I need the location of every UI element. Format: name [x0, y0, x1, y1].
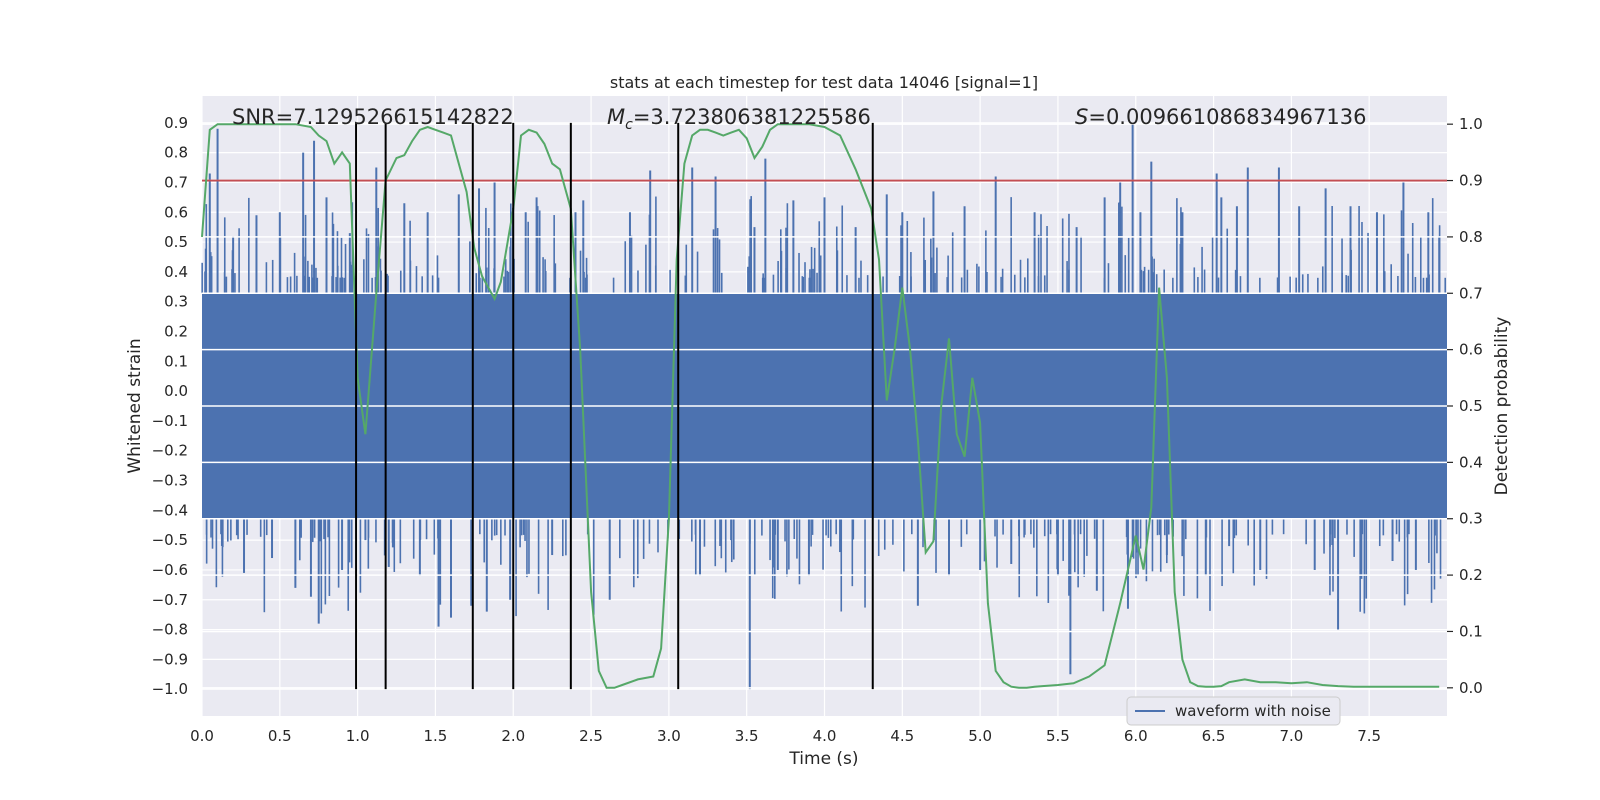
y-tick-label: 0.4: [164, 263, 188, 281]
x-axis-ticks: 0.0 0.5 1.0 1.5 2.0 2.5 3.0 3.5 4.0 4.5 5.0 5.5 6.0 6…: [190, 727, 1381, 745]
snr-annotation: SNR=7.129526615142822: [232, 105, 514, 129]
y-tick-label: 0.2: [164, 322, 188, 340]
y2-tick-label: 0.4: [1459, 453, 1483, 471]
y-tick-label: −0.9: [152, 650, 188, 668]
waveform-spikes: [201, 122, 1447, 690]
y-tick-label: 0.7: [164, 173, 188, 191]
x-tick-label: 7.5: [1357, 727, 1381, 745]
legend-box: [1126, 696, 1341, 726]
y-tick-label: −0.1: [152, 412, 188, 430]
right-axis-grid-lines: [202, 123, 1447, 689]
x-tick-label: 0.5: [268, 727, 292, 745]
event-lines: [355, 122, 874, 690]
x-tick-label: 3.0: [657, 727, 681, 745]
y-tick-label: 0.8: [164, 144, 188, 162]
y2-tick-label: 0.3: [1459, 510, 1483, 528]
y-axis-label: Whitened strain: [125, 338, 145, 473]
y2-tick-label: 0.7: [1459, 284, 1483, 302]
y-tick-label: −0.6: [152, 561, 188, 579]
y-tick-label: −1.0: [152, 680, 188, 698]
y-tick-label: 0.3: [164, 293, 188, 311]
right-y-axis-ticks: 1.0 0.9 0.8 0.7 0.6 0.5 0.4 0.3 0.2 0.1 0.0: [1447, 115, 1483, 697]
y2-tick-label: 1.0: [1459, 115, 1483, 133]
y-tick-label: 0.6: [164, 203, 188, 221]
x-tick-label: 0.0: [190, 727, 214, 745]
chirp-mass-annotation: Mc=3.723806381225586: [607, 105, 871, 133]
x-tick-label: 1.5: [424, 727, 448, 745]
y2-tick-label: 0.6: [1459, 341, 1483, 359]
x-tick-label: 4.5: [890, 727, 914, 745]
x-tick-label: 4.0: [813, 727, 837, 745]
detection-probability-line: [201, 123, 1440, 689]
y-tick-label: −0.4: [152, 501, 188, 519]
s-annotation: S=0.009661086834967136: [1075, 105, 1366, 129]
x-tick-label: 1.0: [346, 727, 370, 745]
y-tick-label: −0.2: [152, 442, 188, 460]
legend-label: waveform with noise: [1175, 702, 1331, 720]
y2-tick-label: 0.8: [1459, 228, 1483, 246]
chart-title: stats at each timestep for test data 140…: [610, 73, 1038, 92]
x-tick-label: 2.0: [501, 727, 525, 745]
x-tick-label: 3.5: [735, 727, 759, 745]
y2-tick-label: 0.9: [1459, 172, 1483, 190]
y2-tick-label: 0.0: [1459, 679, 1483, 697]
x-tick-label: 5.5: [1046, 727, 1070, 745]
chirp-mass-subscript: c: [625, 117, 633, 133]
y-tick-label: −0.3: [152, 472, 188, 490]
y-tick-label: 0.9: [164, 114, 188, 132]
legend: waveform with noise: [1126, 696, 1341, 726]
y2-tick-label: 0.1: [1459, 622, 1483, 640]
y2-tick-label: 0.2: [1459, 566, 1483, 584]
s-symbol: S: [1075, 105, 1088, 129]
y2-tick-label: 0.5: [1459, 397, 1483, 415]
chirp-mass-value: =3.723806381225586: [633, 105, 871, 129]
y-tick-label: −0.8: [152, 621, 188, 639]
chirp-mass-symbol: M: [607, 105, 625, 129]
y-tick-label: −0.7: [152, 591, 188, 609]
y-axis-ticks: 0.9 0.8 0.7 0.6 0.5 0.4 0.3 0.2 0.1 0.0 −0.1 −0.2 −0…: [152, 114, 188, 698]
right-y-axis-label: Detection probability: [1492, 317, 1512, 496]
y-tick-label: −0.5: [152, 531, 188, 549]
x-tick-label: 2.5: [579, 727, 603, 745]
x-tick-label: 7.0: [1279, 727, 1303, 745]
s-value: =0.009661086834967136: [1088, 105, 1366, 129]
y-tick-label: 0.5: [164, 233, 188, 251]
detection-probability-series: [201, 123, 1440, 689]
x-tick-label: 5.0: [968, 727, 992, 745]
y-tick-label: 0.1: [164, 352, 188, 370]
x-axis-label: Time (s): [788, 749, 858, 769]
x-tick-label: 6.0: [1124, 727, 1148, 745]
x-tick-label: 6.5: [1202, 727, 1226, 745]
y-tick-label: 0.0: [164, 382, 188, 400]
